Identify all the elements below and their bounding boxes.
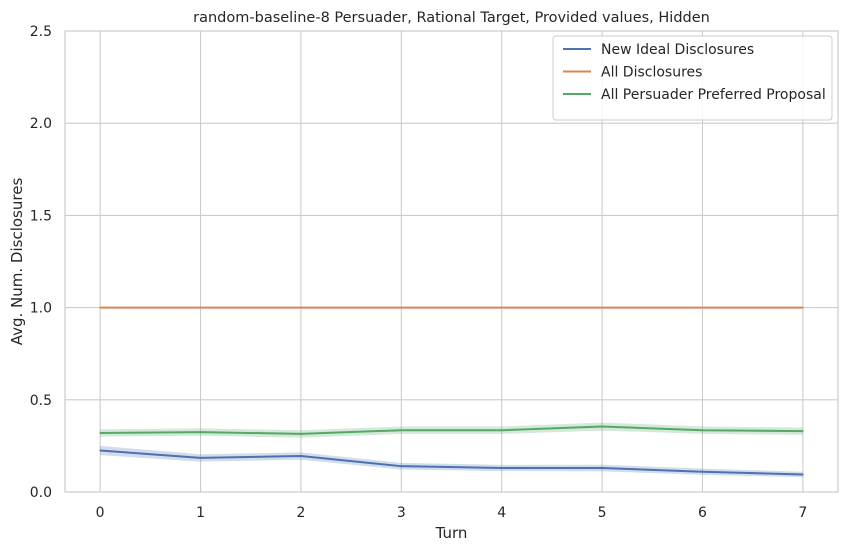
x-tick-label: 4	[497, 505, 506, 521]
series-1-point	[400, 306, 403, 309]
plot-frame	[64, 30, 839, 493]
series-0-point	[99, 449, 101, 452]
series-2-point	[701, 429, 704, 432]
series-2-point	[802, 430, 804, 432]
chart-title: random-baseline-8 Persuader, Rational Ta…	[193, 10, 710, 26]
series-2-point	[199, 431, 202, 433]
series-0-line	[100, 449, 803, 476]
x-tick-label: 1	[196, 505, 205, 521]
series-0-point	[400, 465, 403, 467]
x-tick-label: 2	[296, 505, 305, 521]
series-0-point	[601, 467, 603, 469]
series-0-confidence-band	[100, 445, 803, 478]
series-1-point	[99, 306, 101, 309]
series-2-point	[601, 425, 603, 428]
legend: New Ideal Disclosures All Disclosures All …	[552, 35, 833, 121]
series-1-point	[300, 306, 302, 309]
series-2-line	[100, 425, 803, 435]
legend-label: New Ideal Disclosures	[601, 42, 754, 58]
series-0-point	[802, 473, 804, 476]
confidence-bands	[100, 422, 803, 478]
series-0-point	[701, 470, 704, 473]
y-tick-label: 1.5	[30, 208, 52, 224]
y-axis-label: Avg. Num. Disclosures	[8, 178, 26, 346]
series-2-point	[99, 432, 101, 434]
series-0-point	[500, 467, 503, 469]
series-1-point	[802, 306, 804, 309]
y-tick-label: 0.0	[30, 485, 52, 501]
x-tick-label: 6	[698, 505, 707, 521]
y-tick-label: 2.5	[30, 24, 52, 40]
y-tick-label: 1.0	[30, 301, 52, 317]
series-0-point	[300, 455, 302, 457]
x-tick-labels: 0 1 2 3 4 5 6 7	[96, 505, 808, 521]
x-tick-label: 5	[598, 505, 607, 521]
legend-label: All Disclosures	[601, 65, 702, 81]
legend-label: All Persuader Preferred Proposal	[601, 87, 826, 103]
series-2-point	[300, 433, 302, 435]
x-axis-label: Turn	[435, 524, 468, 542]
series-1-point	[701, 306, 704, 309]
y-tick-labels: 0.0 0.5 1.0 1.5 2.0 2.5	[30, 24, 52, 501]
series-lines	[99, 306, 804, 476]
y-tick-label: 0.5	[30, 393, 52, 409]
x-tick-label: 7	[798, 505, 807, 521]
y-tick-label: 2.0	[30, 116, 52, 132]
series-1-point	[500, 306, 503, 309]
legend-box	[552, 35, 833, 121]
series-0-point	[199, 457, 202, 459]
series-2-point	[500, 429, 503, 432]
series-1-point	[601, 306, 603, 309]
series-1-point	[199, 306, 202, 309]
x-tick-label: 0	[96, 505, 105, 521]
x-tick-label: 3	[397, 505, 406, 521]
series-2-point	[400, 429, 403, 432]
